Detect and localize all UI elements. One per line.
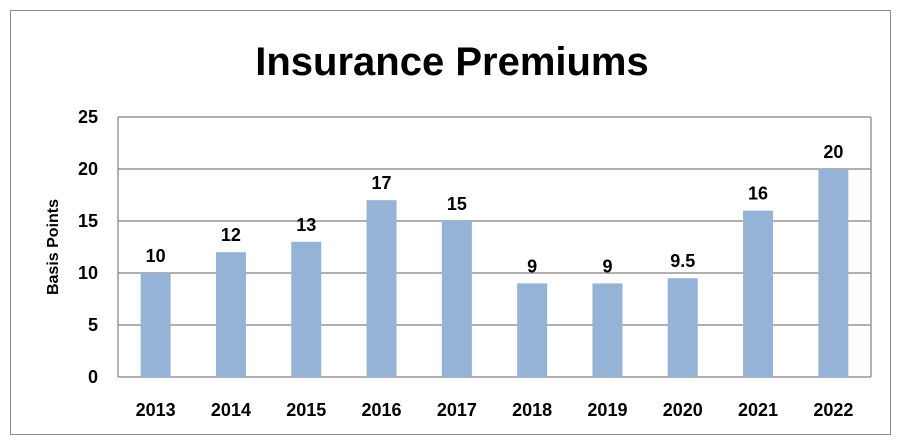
bar-2019 <box>592 283 623 377</box>
data-label-2017: 15 <box>447 194 467 214</box>
x-tick-label-2015: 2015 <box>286 400 326 420</box>
x-tick-label-2018: 2018 <box>512 400 552 420</box>
data-label-2015: 13 <box>296 215 316 235</box>
y-axis-ticks: 0 5 10 15 20 25 <box>78 107 98 387</box>
x-tick-label-2021: 2021 <box>738 400 778 420</box>
bar-2020 <box>667 278 698 377</box>
data-label-2020: 9.5 <box>670 251 695 271</box>
data-label-2014: 12 <box>221 225 241 245</box>
y-tick-label: 25 <box>78 107 98 127</box>
x-tick-label-2014: 2014 <box>211 400 251 420</box>
data-label-2013: 10 <box>146 246 166 266</box>
x-tick-label-2022: 2022 <box>813 400 853 420</box>
x-tick-label-2016: 2016 <box>362 400 402 420</box>
bar-2017 <box>441 221 472 377</box>
x-axis-ticks: 2013 2014 2015 2016 2017 2018 2019 2020 2021 2022 <box>136 400 854 420</box>
bar-2021 <box>743 210 774 377</box>
data-labels: 10 12 13 17 15 9 9 9.5 16 20 <box>146 142 844 276</box>
bars <box>140 169 849 377</box>
y-tick-label: 0 <box>88 367 98 387</box>
y-axis-label: Basis Points <box>45 199 62 295</box>
y-tick-label: 20 <box>78 159 98 179</box>
data-label-2022: 20 <box>823 142 843 162</box>
data-label-2016: 17 <box>372 173 392 193</box>
bar-2018 <box>517 283 548 377</box>
chart-title: Insurance Premiums <box>255 40 649 84</box>
bar-2014 <box>215 252 246 377</box>
data-label-2019: 9 <box>602 256 612 276</box>
data-label-2021: 16 <box>748 184 768 204</box>
y-tick-label: 15 <box>78 211 98 231</box>
bar-2022 <box>818 169 849 377</box>
bar-2016 <box>366 200 397 377</box>
x-tick-label-2020: 2020 <box>663 400 703 420</box>
bar-2013 <box>140 273 171 377</box>
y-tick-label: 5 <box>88 315 98 335</box>
data-label-2018: 9 <box>527 256 537 276</box>
bar-2015 <box>291 241 322 377</box>
x-tick-label-2019: 2019 <box>587 400 627 420</box>
y-tick-label: 10 <box>78 263 98 283</box>
x-tick-label-2013: 2013 <box>136 400 176 420</box>
x-tick-label-2017: 2017 <box>437 400 477 420</box>
